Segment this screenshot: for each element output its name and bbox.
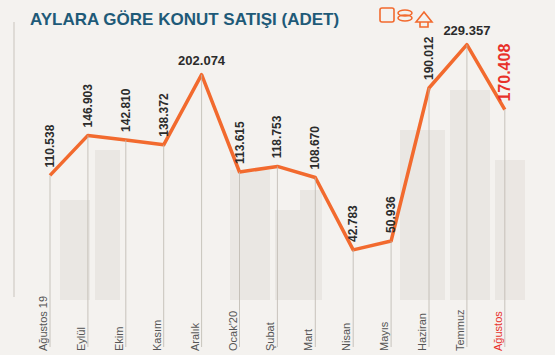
data-label: 118.753 [270,115,284,158]
building [450,90,490,300]
x-tick-label: Ağustos 19 [37,296,49,351]
data-label: 113.615 [233,121,247,164]
grid-line [50,175,51,347]
grid-line [391,241,392,347]
data-label: 50.936 [384,196,398,233]
x-tick-label: Temmuz [454,309,466,351]
x-tick-label: Nisan [340,323,352,351]
grid-line [429,88,430,347]
grid-line [353,250,354,347]
grid-line [277,166,278,347]
x-tick-label: Mart [302,329,314,351]
icon-part [416,12,432,27]
x-tick-label: Mayıs [378,321,390,351]
data-label: 202.074 [178,53,226,68]
data-label: 229.357 [443,23,490,38]
building [495,160,525,300]
icon-part [398,10,412,16]
y-axis-line [14,22,15,297]
grid-line [504,110,505,347]
data-label: 110.538 [43,124,57,167]
building [300,190,322,300]
x-tick-label: Haziran [416,313,428,351]
data-label: 146.903 [81,84,95,128]
building [95,150,120,300]
x-tick-label: Kasım [151,320,163,351]
grid-line [125,140,126,347]
data-label: 142.810 [119,88,133,132]
title: AYLARA GÖRE KONUT SATIŞI (ADET) [30,10,339,29]
background [0,0,555,355]
building [400,130,445,300]
building [230,170,270,300]
x-tick-label: Aralık [189,322,201,351]
data-label: 108.670 [308,126,322,170]
data-label: 190.012 [422,36,436,80]
grid-line [163,145,164,347]
grid-line [466,45,467,347]
x-tick-label: Ocak'20 [227,311,239,351]
grid-line [87,135,88,347]
data-label: 138.372 [157,93,171,137]
x-tick-label: Ekim [113,327,125,351]
data-label: 170.408 [496,44,513,102]
building [60,200,90,300]
x-tick-label: Ağustos [492,311,504,351]
grid-line [201,75,202,347]
icon-part [380,8,394,22]
x-tick-label: Eylül [75,327,87,351]
chart: AYLARA GÖRE KONUT SATIŞI (ADET) 110.538 14… [0,0,555,355]
grid-line [239,172,240,347]
x-tick-label: Şubat [264,322,276,351]
icon [380,8,432,27]
grid-line [315,177,316,347]
data-label: 42.783 [346,205,360,242]
